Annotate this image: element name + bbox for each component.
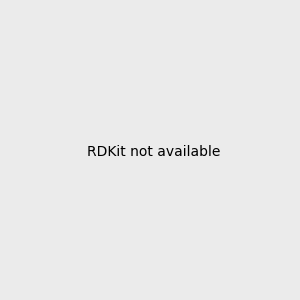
Text: RDKit not available: RDKit not available <box>87 145 220 158</box>
